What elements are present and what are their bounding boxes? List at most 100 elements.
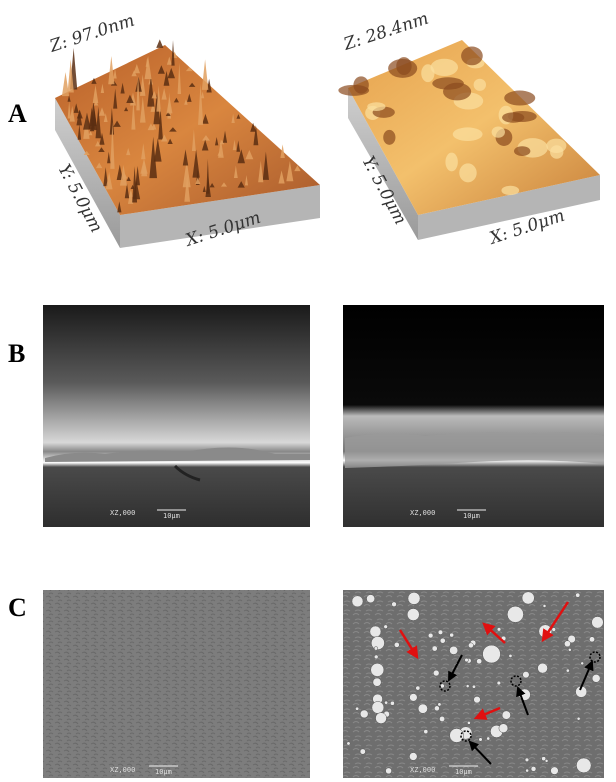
particle bbox=[497, 627, 501, 631]
particle bbox=[360, 749, 365, 754]
scale-length: 10μm bbox=[463, 512, 480, 520]
particle bbox=[407, 608, 419, 620]
sem-image bbox=[343, 590, 604, 778]
particle bbox=[386, 768, 392, 774]
particle bbox=[568, 648, 571, 651]
particle bbox=[355, 707, 358, 710]
sem-image bbox=[43, 305, 310, 527]
particle bbox=[424, 729, 428, 733]
particle bbox=[352, 596, 363, 607]
particle bbox=[552, 628, 556, 632]
particle bbox=[592, 616, 604, 628]
scale-info: XZ,000 bbox=[110, 509, 135, 517]
particle bbox=[543, 604, 546, 607]
particle bbox=[542, 757, 546, 761]
afm-bump bbox=[431, 59, 458, 76]
afm-bump bbox=[445, 153, 457, 172]
particle bbox=[479, 738, 483, 742]
particle bbox=[523, 671, 530, 678]
scale-info: XZ,000 bbox=[110, 766, 135, 774]
particle bbox=[576, 593, 580, 597]
scale-info: XZ,000 bbox=[410, 509, 435, 517]
particle bbox=[384, 625, 388, 629]
particle bbox=[450, 633, 454, 637]
particle bbox=[483, 645, 501, 663]
afm-bump bbox=[396, 57, 411, 75]
particle bbox=[410, 694, 418, 702]
particle bbox=[522, 592, 534, 604]
particle bbox=[589, 637, 594, 642]
particle bbox=[566, 669, 569, 672]
particle bbox=[392, 602, 397, 607]
particle bbox=[390, 701, 394, 705]
particle bbox=[465, 658, 469, 662]
particle bbox=[434, 706, 439, 711]
figure: A B C Z: 97.0nm Y: 5.0μm X: 5.0μm Z: 28.… bbox=[0, 0, 616, 782]
particle bbox=[366, 595, 374, 603]
particle bbox=[374, 655, 378, 659]
particle bbox=[440, 684, 444, 688]
particle bbox=[371, 663, 384, 676]
particle bbox=[531, 766, 536, 771]
z-label: Z: 28.4nm bbox=[340, 9, 431, 55]
particle bbox=[502, 711, 511, 720]
scale-length: 10μm bbox=[455, 768, 472, 776]
particle bbox=[466, 685, 469, 688]
scale-length: 10μm bbox=[155, 768, 172, 776]
particle bbox=[428, 633, 433, 638]
afm-spike bbox=[156, 39, 163, 47]
particle bbox=[551, 767, 559, 775]
particle bbox=[507, 606, 523, 622]
sem-image bbox=[43, 590, 310, 778]
particle bbox=[418, 704, 427, 713]
particle bbox=[373, 678, 381, 686]
particle bbox=[468, 643, 473, 648]
sem-image bbox=[343, 305, 604, 527]
afm-spike bbox=[62, 72, 69, 96]
afm-bump bbox=[504, 91, 535, 106]
particle bbox=[360, 710, 368, 718]
particle bbox=[499, 724, 508, 733]
particle bbox=[487, 737, 490, 740]
afm-bump bbox=[546, 139, 566, 153]
afm-bump bbox=[461, 47, 483, 66]
particle bbox=[376, 713, 387, 724]
particle bbox=[438, 630, 443, 635]
afm-bump bbox=[514, 146, 530, 156]
particle bbox=[347, 742, 350, 745]
afm-bump bbox=[453, 127, 483, 141]
particle bbox=[370, 626, 381, 637]
particle bbox=[432, 646, 437, 651]
z-label: Z: 97.0nm bbox=[46, 11, 137, 57]
particle bbox=[526, 769, 529, 772]
particle bbox=[438, 703, 441, 706]
afm-bump bbox=[502, 112, 524, 122]
panel-label: B bbox=[8, 339, 25, 368]
particle bbox=[440, 638, 445, 643]
particle bbox=[581, 662, 584, 665]
particle bbox=[433, 670, 439, 676]
particle bbox=[409, 753, 417, 761]
particle bbox=[408, 592, 420, 604]
afm-bump bbox=[383, 130, 395, 145]
scale-info: XZ,000 bbox=[410, 766, 435, 774]
particle bbox=[564, 641, 570, 647]
particle bbox=[497, 681, 501, 685]
afm-bump bbox=[492, 126, 505, 137]
particle bbox=[577, 717, 580, 720]
particle bbox=[372, 701, 384, 713]
afm-bump bbox=[443, 83, 471, 101]
afm-bump bbox=[501, 186, 519, 195]
afm-bump bbox=[459, 163, 476, 182]
scale-length: 10μm bbox=[163, 512, 180, 520]
panel-label: C bbox=[8, 593, 27, 622]
particle bbox=[394, 642, 399, 647]
particle bbox=[384, 701, 387, 704]
particle bbox=[509, 654, 512, 657]
afm-bump bbox=[353, 76, 368, 93]
particle bbox=[472, 685, 475, 688]
panel-label: A bbox=[8, 99, 27, 128]
particle bbox=[477, 659, 482, 664]
particle bbox=[538, 663, 548, 673]
particle bbox=[449, 646, 457, 654]
